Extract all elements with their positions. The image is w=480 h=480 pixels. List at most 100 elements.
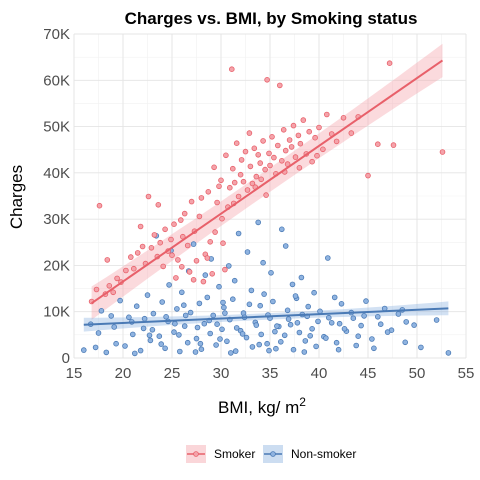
data-point [325, 314, 332, 321]
y-axis-title: Charges [7, 165, 26, 229]
data-point [266, 347, 272, 354]
data-point [306, 128, 313, 135]
data-point [197, 340, 204, 347]
data-point [272, 328, 278, 335]
data-point [232, 348, 239, 354]
data-point [181, 210, 188, 217]
data-point [264, 340, 270, 347]
x-axis-title-superscript: 2 [299, 395, 306, 409]
data-point [311, 289, 317, 296]
data-point [238, 157, 245, 163]
data-point [235, 230, 242, 237]
data-point [230, 165, 236, 172]
data-point [214, 199, 220, 206]
data-point [196, 300, 203, 307]
data-point [292, 154, 299, 160]
data-point [237, 171, 244, 178]
data-point [150, 310, 157, 317]
data-point [198, 195, 205, 201]
data-point [137, 347, 144, 354]
data-point [340, 115, 347, 121]
data-point [186, 269, 193, 275]
data-point [184, 339, 191, 346]
data-point [222, 266, 228, 273]
data-point [328, 319, 335, 326]
data-point [273, 345, 279, 352]
data-point [162, 345, 168, 352]
data-point [230, 296, 236, 303]
data-point [93, 286, 100, 293]
data-point [162, 226, 168, 233]
data-point [297, 140, 304, 147]
data-point [126, 314, 132, 321]
data-point [433, 317, 440, 323]
data-point [314, 152, 320, 159]
data-point [168, 236, 174, 243]
data-point [243, 334, 250, 341]
data-point [103, 349, 110, 356]
data-point [166, 282, 172, 288]
data-point [358, 322, 364, 329]
data-point [233, 140, 240, 147]
data-point [277, 338, 284, 345]
data-point [174, 306, 180, 312]
data-point [374, 313, 381, 320]
data-point [209, 270, 216, 277]
y-axis-tick-labels: 0 10K 20K 30K 40K 50K 60K 70K [43, 26, 70, 367]
data-point [172, 320, 178, 327]
data-point [390, 142, 397, 148]
data-point [231, 179, 238, 186]
data-point [247, 163, 254, 170]
data-point [140, 325, 147, 332]
data-point [178, 217, 184, 223]
data-point [190, 276, 197, 283]
data-point [147, 337, 154, 344]
data-point [141, 315, 148, 322]
data-point [176, 332, 182, 338]
data-point [235, 193, 242, 200]
data-point [402, 339, 409, 346]
data-point [307, 332, 314, 339]
data-point [242, 148, 249, 155]
data-point [240, 178, 247, 185]
data-point [171, 329, 177, 335]
y-tick-label: 30K [43, 211, 70, 228]
data-point [128, 254, 134, 260]
data-point [228, 350, 234, 356]
y-tick-label: 70K [43, 26, 70, 43]
data-point [302, 338, 309, 344]
data-point [255, 152, 262, 158]
data-point [202, 272, 209, 278]
legend-key-point [193, 451, 199, 457]
data-point [285, 316, 292, 322]
data-point [317, 308, 323, 315]
x-tick-label: 55 [458, 365, 475, 382]
data-point [216, 183, 222, 190]
data-point [315, 318, 321, 325]
data-point [289, 281, 296, 288]
data-point [219, 326, 225, 333]
data-point [274, 323, 280, 329]
data-point [290, 122, 297, 129]
data-point [220, 299, 226, 306]
data-point [160, 263, 167, 270]
data-point [333, 138, 340, 145]
data-point [158, 341, 165, 347]
data-point [331, 294, 338, 301]
data-point [256, 341, 263, 348]
data-point [181, 302, 187, 309]
data-point [253, 173, 260, 180]
y-tick-label: 20K [43, 257, 70, 274]
x-tick-label: 50 [409, 365, 426, 382]
data-point [81, 347, 87, 353]
data-point [313, 343, 319, 350]
data-point [210, 312, 217, 319]
data-point [253, 322, 260, 328]
data-point [249, 180, 256, 187]
data-point [111, 324, 117, 330]
trend-line [91, 59, 444, 305]
data-point [418, 344, 424, 351]
data-point [227, 184, 233, 191]
x-tick-label: 25 [164, 365, 181, 382]
data-point [320, 146, 326, 153]
